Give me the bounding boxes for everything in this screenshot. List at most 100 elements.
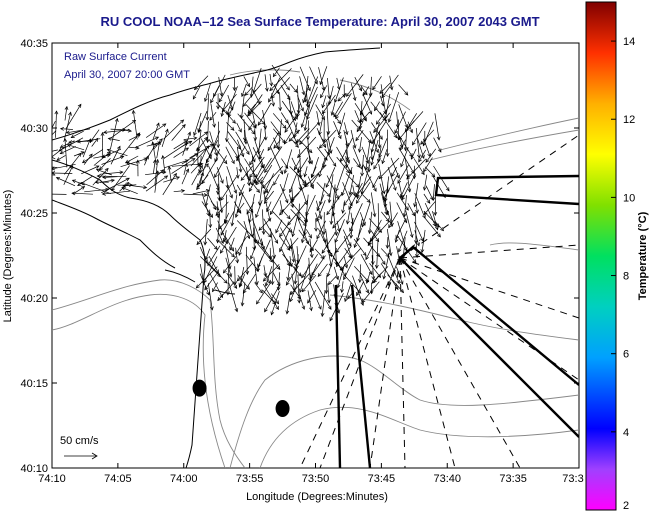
current-vector xyxy=(318,110,325,135)
current-vector-head xyxy=(348,205,353,210)
current-vector xyxy=(153,159,156,174)
current-vector-head xyxy=(366,198,371,203)
current-vector-head xyxy=(310,182,315,187)
current-vector xyxy=(111,165,130,191)
current-vector-head xyxy=(68,111,72,116)
current-vector-head xyxy=(110,178,115,183)
current-vector-head xyxy=(335,187,339,192)
current-vector xyxy=(212,282,218,292)
current-vector xyxy=(374,101,381,111)
current-vector xyxy=(239,266,245,287)
current-vector xyxy=(199,246,208,264)
current-vector xyxy=(425,148,437,163)
current-vector-head xyxy=(219,92,224,97)
current-vector xyxy=(260,238,265,250)
current-vector xyxy=(205,184,211,207)
current-vector-head xyxy=(155,158,160,163)
current-vector-head xyxy=(284,199,289,204)
current-vector-head xyxy=(365,289,369,294)
current-vector-head xyxy=(220,239,224,245)
current-vector xyxy=(289,256,292,267)
current-vector xyxy=(369,131,379,153)
current-vector-head xyxy=(131,119,137,124)
current-vector xyxy=(218,84,230,103)
current-vector xyxy=(421,229,426,253)
current-vector xyxy=(369,211,373,234)
current-vector-head xyxy=(88,153,93,158)
current-vector xyxy=(299,149,302,179)
current-vector xyxy=(181,153,199,165)
current-vector xyxy=(379,183,389,215)
current-vector xyxy=(72,179,86,186)
current-vector xyxy=(395,229,400,243)
current-vector xyxy=(396,111,399,128)
current-vector xyxy=(102,175,127,178)
current-vector-head xyxy=(337,120,342,125)
current-vector-head xyxy=(316,207,321,212)
current-vector xyxy=(315,200,322,220)
x-tick-label: 74:10 xyxy=(38,473,66,485)
current-vector-head xyxy=(336,284,341,289)
current-vector xyxy=(248,164,264,192)
current-vector xyxy=(223,230,227,242)
current-vector xyxy=(361,146,369,164)
current-vector-head xyxy=(262,277,267,282)
current-vector-head xyxy=(55,176,61,181)
annotation-line1: Raw Surface Current xyxy=(64,51,167,63)
current-vector xyxy=(297,218,309,245)
current-vector-head xyxy=(203,193,208,197)
current-vector xyxy=(336,245,352,267)
current-vector-head xyxy=(269,210,274,216)
current-vector xyxy=(227,94,234,111)
current-vector xyxy=(299,76,305,95)
current-vector-head xyxy=(70,134,75,138)
current-vector xyxy=(64,106,68,121)
radar-beam-boundaries xyxy=(334,174,579,468)
current-vector xyxy=(433,137,442,153)
current-vector xyxy=(198,121,202,133)
current-vector xyxy=(241,94,245,119)
current-vector xyxy=(326,102,329,135)
current-vector xyxy=(209,131,218,156)
current-vector-head xyxy=(77,103,82,108)
current-vector-head xyxy=(245,270,250,275)
surface-current-vectors xyxy=(38,64,450,322)
current-vector-head xyxy=(59,144,64,148)
current-vector-head xyxy=(206,212,210,217)
current-vector xyxy=(359,212,366,226)
current-vector-head xyxy=(295,129,299,135)
current-vector-head xyxy=(235,174,240,179)
current-vector xyxy=(385,94,391,119)
current-vector xyxy=(213,85,220,97)
current-vector xyxy=(84,188,109,193)
current-vector-head xyxy=(379,135,383,140)
colorbar xyxy=(585,1,617,511)
current-vector-head xyxy=(362,91,367,97)
current-vector-head xyxy=(184,142,189,146)
current-vector xyxy=(289,166,300,193)
current-vector xyxy=(198,136,208,149)
current-vector-head xyxy=(316,235,321,240)
current-vector-head xyxy=(385,253,390,258)
current-vector xyxy=(402,237,406,259)
current-vector xyxy=(215,227,224,244)
current-vector xyxy=(309,239,318,253)
current-vector-head xyxy=(421,171,425,176)
current-vector xyxy=(318,67,325,91)
annotation-line2: April 30, 2007 20:00 GMT xyxy=(64,69,190,81)
colorbar-tick-label: 6 xyxy=(623,349,629,361)
current-vector-head xyxy=(197,129,202,134)
current-vector xyxy=(401,173,417,201)
current-vector xyxy=(319,129,337,149)
current-vector-head xyxy=(327,95,332,100)
current-vector-head xyxy=(201,280,206,285)
current-vector-head xyxy=(131,109,136,114)
current-vector xyxy=(336,146,353,174)
current-vector-head xyxy=(248,126,252,131)
current-vector-head xyxy=(328,263,333,268)
current-vector-head xyxy=(259,289,263,294)
current-vector-head xyxy=(38,164,41,167)
current-vector-head xyxy=(318,173,322,178)
current-vector xyxy=(396,192,409,211)
current-vector-head xyxy=(184,147,190,152)
